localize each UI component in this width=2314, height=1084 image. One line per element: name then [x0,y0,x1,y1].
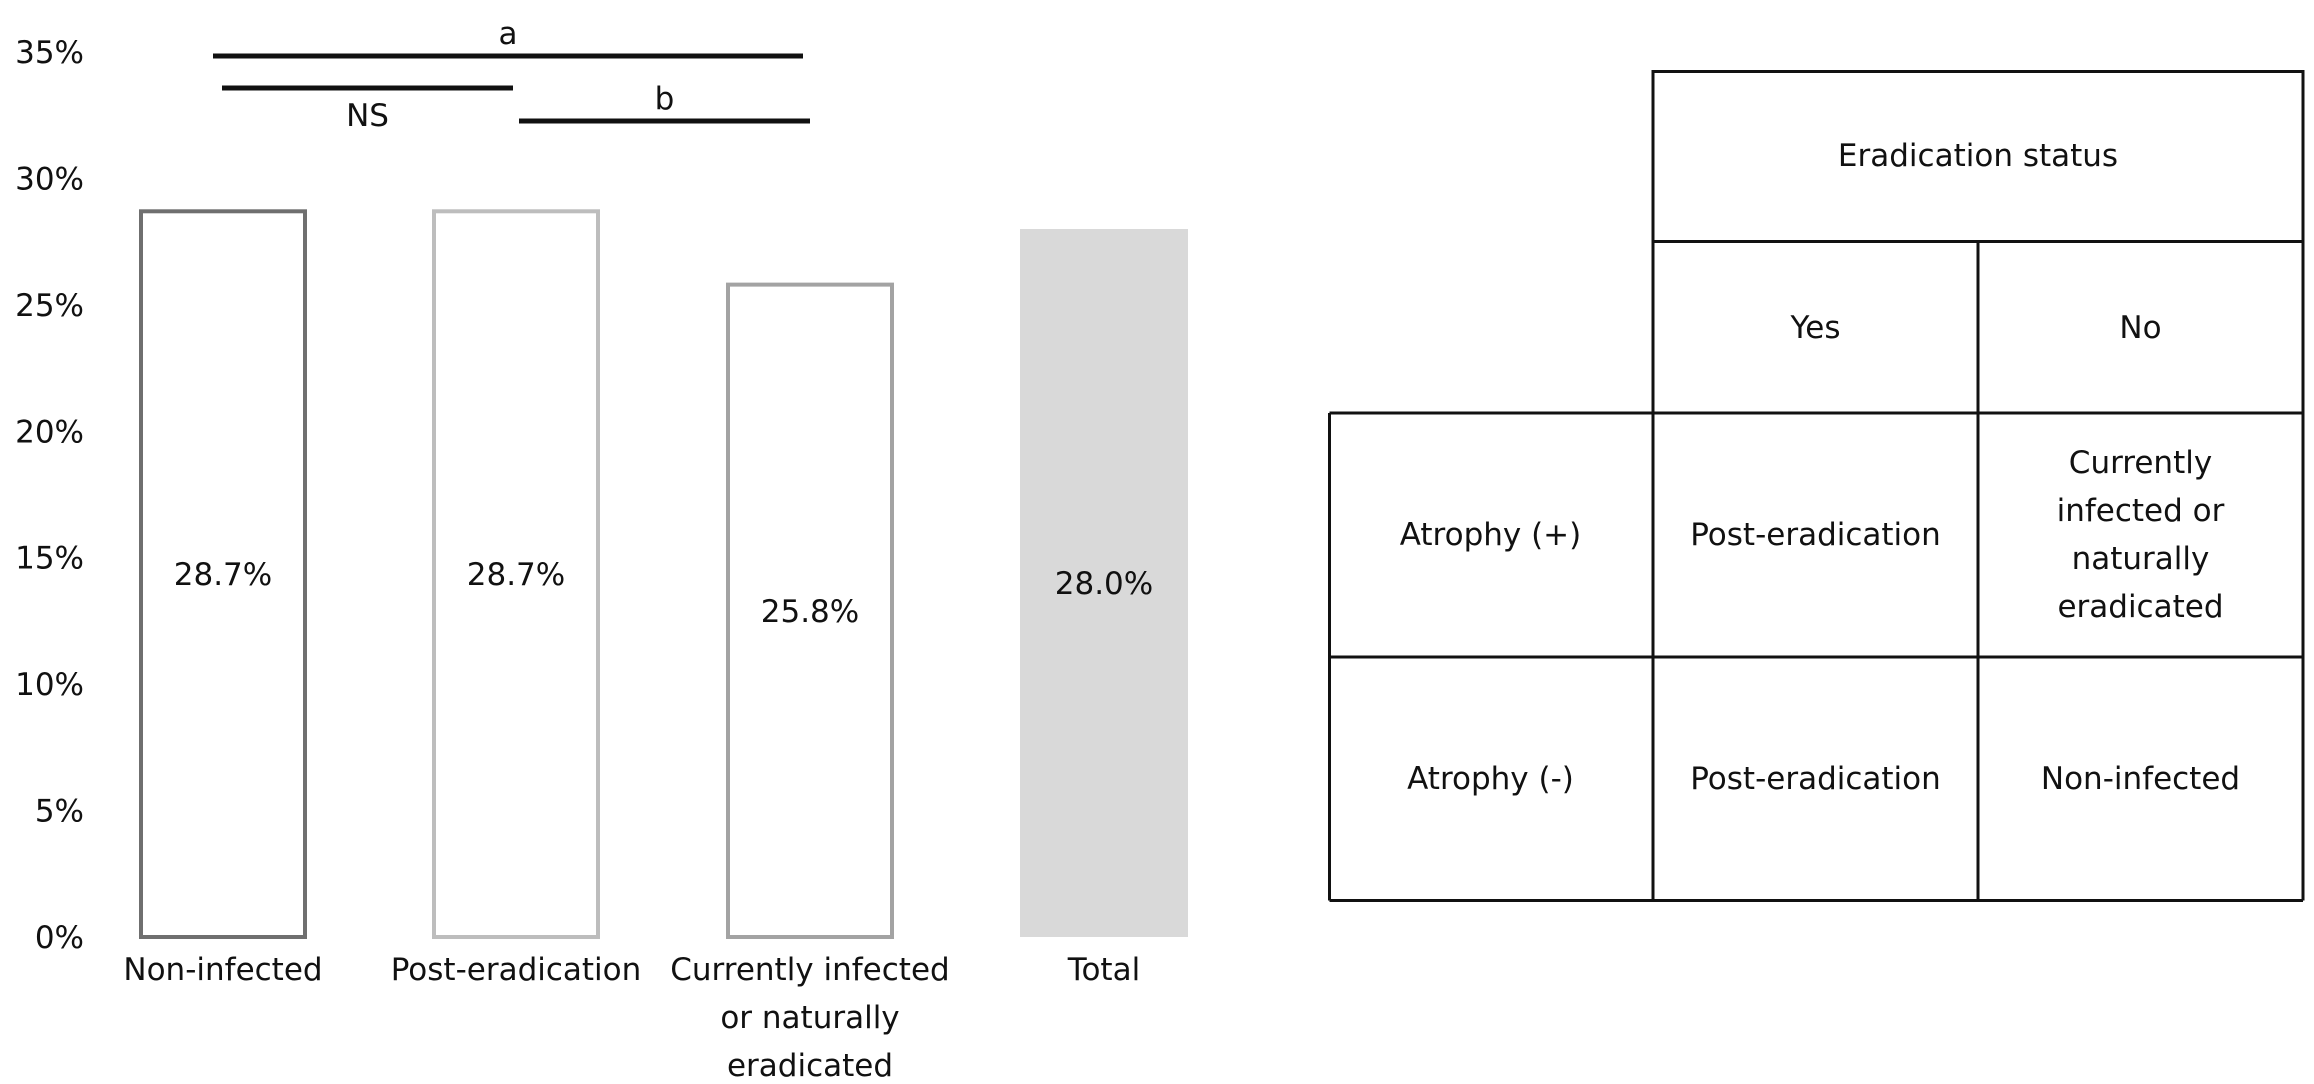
significance-label: NS [346,98,389,134]
table-row-atrophy-negative: Atrophy (-) [1407,761,1574,797]
table-cell-row1-no: Currently infected or naturally eradicat… [2056,445,2225,625]
y-tick-label: 10% [15,667,84,703]
eradication-table: Eradication status Yes No Atrophy (+) Po… [1328,70,2305,902]
y-tick-label: 5% [35,794,84,830]
bar [432,209,600,940]
table-cell-row1-yes: Post-eradication [1690,517,1941,553]
x-tick-label: Total [1067,952,1140,988]
bar [726,282,894,939]
significance-label: a [499,16,518,52]
table-header-eradication-status: Eradication status [1837,138,2119,174]
x-tick-label: Post-eradication [391,952,642,988]
y-tick-label: 15% [15,541,84,577]
bar [139,209,307,940]
y-tick-label: 30% [15,161,84,197]
bar [1020,229,1188,937]
table-grid [1328,70,2305,902]
table-cell-row2-yes: Post-eradication [1690,761,1941,797]
x-axis: Non-infected Post-eradication Currently in… [123,952,1140,1084]
table-cell-row2-no: Non-infected [2040,761,2241,797]
y-tick-label: 35% [15,35,84,71]
x-tick-label: Currently infected [670,952,949,988]
x-tick-label: eradicated [727,1048,893,1084]
significance-annotations: a NS b [213,16,810,134]
data-label: 25.8% [761,594,859,630]
y-tick-label: 0% [35,920,84,956]
table-col-no: No [2119,309,2162,346]
table-row-atrophy-positive: Atrophy (+) [1399,517,1582,553]
significance-label: b [655,81,675,117]
data-label: 28.7% [174,557,272,593]
y-axis: 0% 5% 10% 15% 20% 25% 30% 35% [15,35,84,956]
y-tick-label: 25% [15,288,84,324]
data-label: 28.0% [1055,566,1153,602]
table-col-yes: Yes [1790,309,1841,346]
bar-chart: 0%5%10%15%20%25%30%35% 28.7% 28.7%25.8%28… [15,16,1188,1084]
x-tick-label: Non-infected [123,952,322,988]
data-label: 28.7% [467,557,565,593]
y-tick-label: 20% [15,414,84,450]
x-tick-label: or naturally [720,1000,899,1036]
bars: 28.7% 28.7% 25.8% 28.0% [139,209,1188,940]
